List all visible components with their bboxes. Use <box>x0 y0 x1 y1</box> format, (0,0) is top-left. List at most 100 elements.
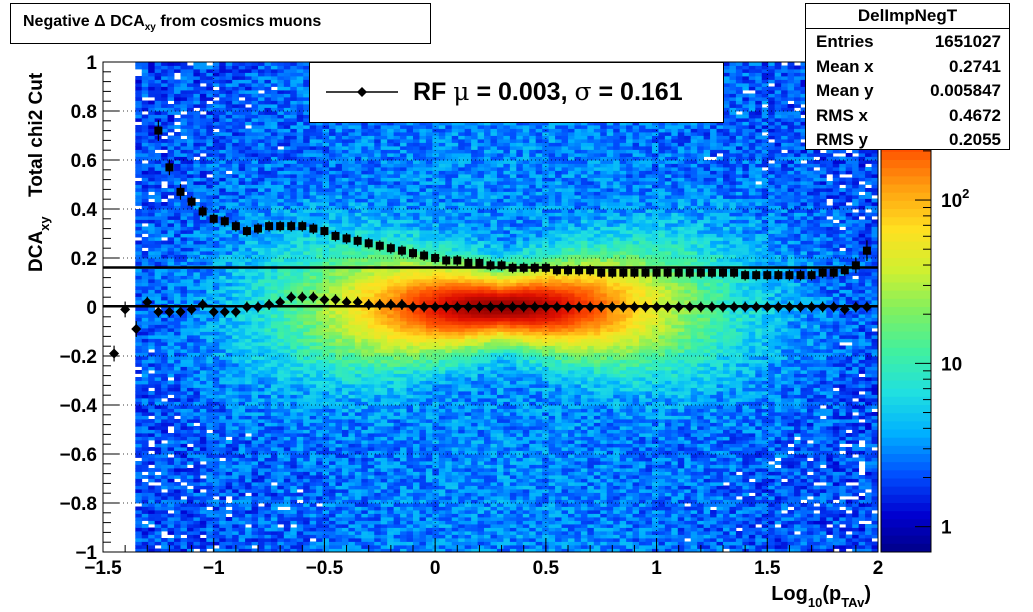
heatmap-cell <box>148 72 156 77</box>
heatmap-cell <box>329 541 336 546</box>
heatmap-cell <box>232 426 240 430</box>
heatmap-cell <box>348 272 356 276</box>
heatmap-cell <box>193 149 201 154</box>
heatmap-cell <box>367 405 375 409</box>
heatmap-cell <box>167 517 175 521</box>
heatmap-cell <box>309 272 317 276</box>
heatmap-cell <box>245 363 252 367</box>
heatmap-cell <box>186 156 194 161</box>
heatmap-cell <box>199 97 207 101</box>
heatmap-cell <box>251 184 259 189</box>
heatmap-cell <box>161 167 168 171</box>
heatmap-cell <box>135 230 143 234</box>
heatmap-cell <box>290 247 298 252</box>
heatmap-cell <box>277 230 285 234</box>
heatmap-cell <box>264 65 272 70</box>
heatmap-cell <box>193 177 201 182</box>
heatmap-cell <box>296 174 304 178</box>
heatmap-cell <box>206 128 214 133</box>
heatmap-cell <box>193 391 201 395</box>
heatmap-cell <box>251 517 259 521</box>
heatmap-cell <box>167 191 175 196</box>
heatmap-cell <box>348 251 356 255</box>
heatmap-cell <box>225 90 233 94</box>
heatmap-cell <box>180 268 188 273</box>
heatmap-cell <box>141 366 149 371</box>
heatmap-cell <box>219 471 227 476</box>
heatmap-cell <box>258 293 265 297</box>
heatmap-cell <box>277 489 285 493</box>
heatmap-cell <box>296 520 304 525</box>
heatmap-cell <box>270 412 278 416</box>
heatmap-cell <box>258 83 265 87</box>
heatmap-cell <box>251 506 259 511</box>
heatmap-cell <box>193 160 201 164</box>
heatmap-cell <box>335 181 343 185</box>
heatmap-cell <box>180 307 188 311</box>
heatmap-cell <box>258 377 265 381</box>
heatmap-cell <box>225 349 233 353</box>
heatmap-cell <box>258 195 265 199</box>
heatmap-cell <box>199 76 207 80</box>
heatmap-cell <box>206 251 214 255</box>
heatmap-cell <box>232 251 240 255</box>
heatmap-cell <box>238 380 246 385</box>
heatmap-cell <box>361 429 369 434</box>
heatmap-cell <box>161 524 168 528</box>
heatmap-cell <box>206 513 214 518</box>
heatmap-cell <box>193 520 201 525</box>
heatmap-cell <box>264 405 272 409</box>
heatmap-cell <box>219 132 227 136</box>
heatmap-cell <box>277 86 285 91</box>
heatmap-cell <box>329 139 336 143</box>
heatmap-cell <box>277 429 285 434</box>
heatmap-cell <box>348 440 356 444</box>
heatmap-cell <box>174 342 181 346</box>
heatmap-cell <box>341 219 349 224</box>
heatmap-cell <box>180 415 188 420</box>
heatmap-cell <box>206 527 214 532</box>
heatmap-cell <box>296 531 304 535</box>
heatmap-cell <box>193 300 201 304</box>
heatmap-cell <box>199 233 207 238</box>
heatmap-cell <box>309 408 317 413</box>
heatmap-cell <box>270 506 278 511</box>
heatmap-cell <box>167 408 175 413</box>
heatmap-cell <box>264 471 272 476</box>
heatmap-cell <box>296 107 304 112</box>
heatmap-cell <box>141 279 149 283</box>
heatmap-cell <box>329 258 336 262</box>
heatmap-cell <box>361 398 369 402</box>
heatmap-cell <box>135 219 143 224</box>
heatmap-cell <box>348 317 356 322</box>
heatmap-cell <box>354 345 362 350</box>
heatmap-cell <box>148 153 156 157</box>
heatmap-cell <box>245 216 252 220</box>
heatmap-cell <box>270 261 278 266</box>
heatmap-cell <box>258 188 265 192</box>
heatmap-cell <box>270 118 278 122</box>
heatmap-cell <box>219 520 227 525</box>
heatmap-cell <box>174 184 181 189</box>
heatmap-cell <box>329 412 336 416</box>
heatmap-cell <box>180 107 188 112</box>
heatmap-cell <box>316 345 323 350</box>
heatmap-cell <box>199 170 207 175</box>
heatmap-cell <box>219 464 227 469</box>
heatmap-cell <box>361 419 369 423</box>
heatmap-cell <box>277 408 285 413</box>
heatmap-cell <box>193 363 201 367</box>
heatmap-cell <box>277 380 285 385</box>
heatmap-cell <box>341 457 349 462</box>
heatmap-cell <box>141 240 149 245</box>
heatmap-cell <box>258 328 265 332</box>
heatmap-cell <box>174 391 181 395</box>
heatmap-cell <box>270 478 278 483</box>
heatmap-cell <box>148 321 156 325</box>
heatmap-cell <box>232 142 240 147</box>
heatmap-cell <box>238 541 246 546</box>
heatmap-cell <box>367 398 375 402</box>
heatmap-cell <box>277 527 285 532</box>
heatmap-cell <box>199 517 207 521</box>
heatmap-cell <box>335 125 343 129</box>
